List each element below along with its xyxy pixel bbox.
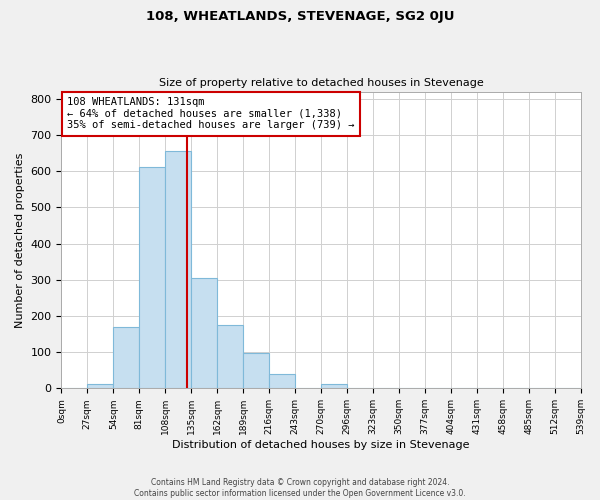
Bar: [88, 384, 113, 388]
Y-axis label: Number of detached properties: Number of detached properties: [15, 152, 25, 328]
Bar: [191, 278, 217, 388]
Bar: [139, 167, 165, 388]
Bar: [269, 374, 295, 388]
Text: 108 WHEATLANDS: 131sqm
← 64% of detached houses are smaller (1,338)
35% of semi-: 108 WHEATLANDS: 131sqm ← 64% of detached…: [67, 97, 355, 130]
Bar: [243, 353, 269, 388]
Bar: [113, 327, 139, 388]
Title: Size of property relative to detached houses in Stevenage: Size of property relative to detached ho…: [158, 78, 484, 88]
Bar: [321, 384, 347, 388]
X-axis label: Distribution of detached houses by size in Stevenage: Distribution of detached houses by size …: [172, 440, 470, 450]
Bar: [217, 325, 243, 388]
Bar: [165, 152, 191, 388]
Text: Contains HM Land Registry data © Crown copyright and database right 2024.
Contai: Contains HM Land Registry data © Crown c…: [134, 478, 466, 498]
Text: 108, WHEATLANDS, STEVENAGE, SG2 0JU: 108, WHEATLANDS, STEVENAGE, SG2 0JU: [146, 10, 454, 23]
